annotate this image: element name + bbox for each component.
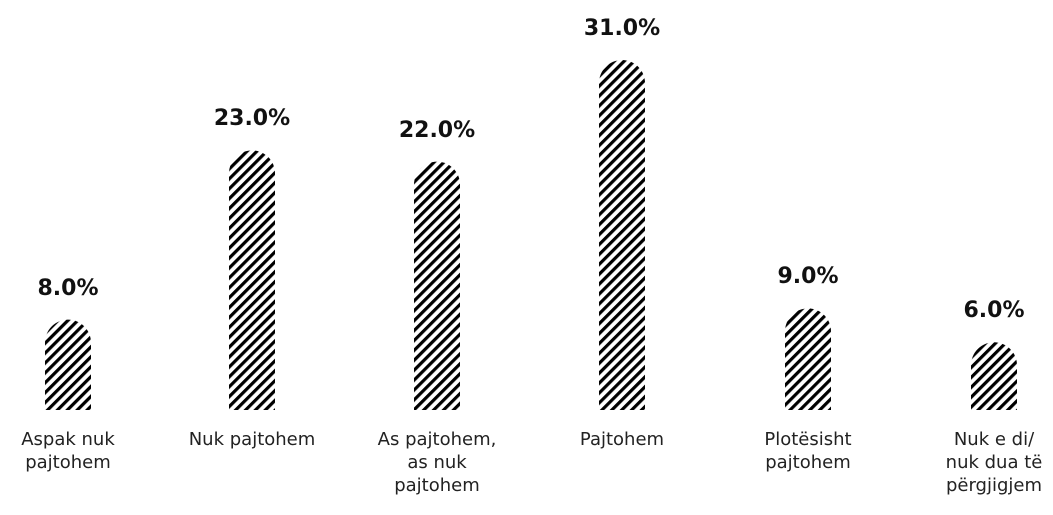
bar (45, 319, 91, 410)
category-label: Pajtohem (579, 429, 665, 450)
value-label: 6.0% (963, 298, 1025, 324)
category-label: Plotësisht pajtohem (764, 429, 852, 473)
category-label: As pajtohem, as nuk pajtohem (377, 429, 497, 496)
bar (414, 161, 460, 410)
bar (229, 150, 275, 411)
value-label: 31.0% (583, 16, 661, 41)
value-label: 23.0% (213, 106, 291, 132)
value-label: 9.0% (777, 264, 839, 290)
value-label: 22.0% (398, 117, 476, 143)
category-label: Nuk e di/ nuk dua të përgjigjem (945, 429, 1043, 496)
bar (785, 308, 831, 410)
bar (971, 342, 1017, 410)
bar (599, 60, 645, 410)
category-label: Aspak nuk pajtohem (21, 429, 115, 473)
value-label: 8.0% (37, 275, 99, 301)
category-label: Nuk pajtohem (188, 429, 316, 450)
